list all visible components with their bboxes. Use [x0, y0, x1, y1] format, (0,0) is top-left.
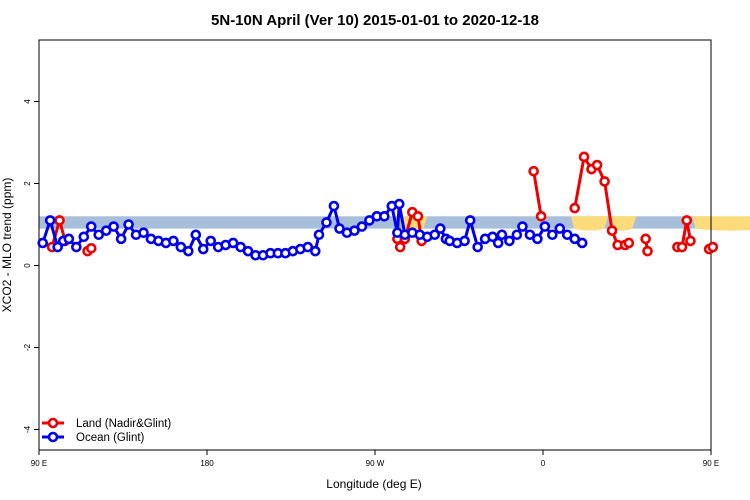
data-point	[93, 229, 105, 241]
data-point	[511, 229, 523, 241]
data-point	[547, 229, 558, 241]
data-point	[464, 215, 476, 226]
data-point	[394, 241, 406, 253]
y-tick-label: -2	[23, 343, 32, 351]
data-point	[561, 229, 573, 241]
data-point	[412, 211, 424, 222]
data-point	[578, 151, 590, 163]
x-axis: 90 E 180 90 W 0 90 E	[31, 450, 719, 468]
data-point	[576, 237, 588, 249]
data-point	[569, 233, 581, 245]
data-point	[435, 223, 446, 234]
legend: Land (Nadir&Glint) Ocean (Glint)	[42, 417, 171, 444]
legend-label: Land (Nadir&Glint)	[76, 418, 171, 430]
series-line	[532, 170, 543, 217]
data-point	[591, 159, 603, 171]
data-point	[472, 241, 483, 253]
y-tick-label: -4	[23, 425, 32, 433]
data-point	[175, 241, 187, 253]
data-point	[242, 245, 254, 257]
data-point	[535, 211, 547, 222]
data-point	[190, 229, 202, 241]
data-point	[517, 221, 528, 232]
data-point	[707, 241, 719, 253]
data-point	[227, 237, 239, 249]
data-point	[606, 225, 618, 236]
data-point	[528, 165, 539, 177]
y-axis: -4 -2 0 2 4	[23, 99, 39, 433]
plot-frame	[38, 39, 712, 451]
data-point	[492, 237, 504, 249]
data-point	[487, 231, 498, 243]
data-point	[115, 233, 127, 245]
y-tick-label: 4	[23, 99, 32, 104]
data-point	[168, 235, 179, 247]
data-point	[44, 215, 56, 226]
data-point	[205, 235, 217, 247]
data-point	[183, 245, 194, 257]
data-point	[685, 235, 696, 247]
data-point	[302, 241, 314, 253]
data-point	[71, 241, 82, 253]
data-point	[328, 200, 340, 212]
data-point	[554, 223, 566, 234]
data-point	[524, 229, 536, 241]
data-point	[429, 229, 441, 241]
data-point	[85, 242, 97, 254]
data-point	[393, 198, 405, 210]
data-point	[108, 221, 119, 232]
data-point	[100, 225, 112, 236]
land-patch	[692, 216, 750, 231]
series-line	[573, 152, 630, 247]
data-point	[321, 217, 332, 228]
data-point	[334, 223, 345, 234]
x-tick-label: 90 W	[366, 459, 385, 468]
series-ocean	[37, 198, 588, 261]
data-point	[54, 215, 65, 226]
x-tick-label: 0	[541, 459, 546, 468]
plot-area	[37, 39, 750, 451]
data-point	[364, 215, 375, 226]
data-point	[676, 241, 688, 253]
data-point	[63, 233, 75, 245]
x-tick-label: 180	[200, 459, 214, 468]
x-tick-label: 90 E	[703, 459, 719, 468]
data-point	[496, 229, 508, 241]
data-point	[504, 235, 515, 247]
data-point	[197, 243, 209, 255]
chart-title: 5N-10N April (Ver 10) 2015-01-01 to 2020…	[211, 12, 539, 29]
data-point	[681, 215, 693, 226]
data-point	[623, 237, 635, 249]
data-point	[539, 221, 551, 232]
data-point	[569, 202, 581, 214]
data-point	[532, 233, 543, 245]
land-patch	[571, 216, 609, 231]
data-point	[78, 231, 90, 243]
data-point	[642, 245, 653, 257]
data-point	[599, 176, 610, 187]
data-point	[123, 219, 134, 230]
data-point	[640, 233, 651, 245]
data-point	[379, 211, 390, 222]
data-point	[138, 227, 149, 238]
data-point	[349, 225, 360, 236]
y-tick-label: 0	[23, 263, 32, 268]
data-point	[313, 229, 325, 241]
x-axis-label: Longitude (deg E)	[326, 477, 421, 491]
data-point	[37, 237, 49, 249]
x-tick-label: 90 E	[31, 459, 47, 468]
data-point	[309, 245, 321, 257]
data-point	[356, 221, 368, 232]
y-axis-label: XCO2 - MLO trend (ppm)	[0, 178, 14, 313]
legend-marker	[47, 417, 59, 429]
data-point	[235, 241, 246, 253]
y-tick-label: 2	[23, 181, 32, 186]
legend-marker	[47, 431, 59, 443]
data-point	[459, 235, 470, 247]
data-point	[85, 221, 97, 232]
data-point	[52, 241, 63, 253]
legend-label: Ocean (Glint)	[76, 432, 145, 444]
